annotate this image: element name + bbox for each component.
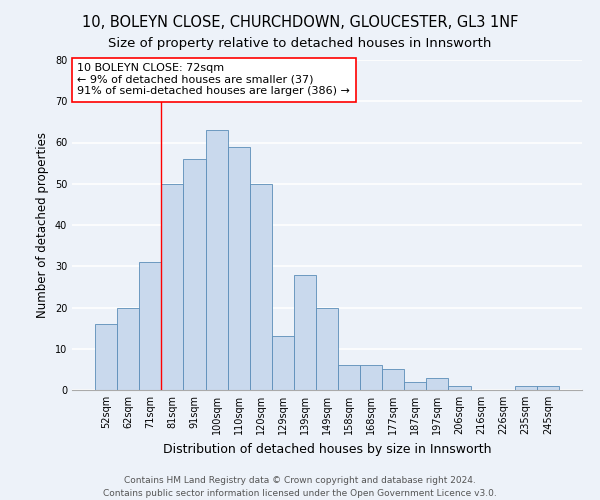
- Bar: [206, 130, 227, 390]
- Text: Contains HM Land Registry data © Crown copyright and database right 2024.
Contai: Contains HM Land Registry data © Crown c…: [103, 476, 497, 498]
- Bar: [250, 184, 272, 390]
- Bar: [537, 386, 559, 390]
- Bar: [272, 336, 294, 390]
- Bar: [139, 262, 161, 390]
- Text: 10, BOLEYN CLOSE, CHURCHDOWN, GLOUCESTER, GL3 1NF: 10, BOLEYN CLOSE, CHURCHDOWN, GLOUCESTER…: [82, 15, 518, 30]
- Bar: [515, 386, 537, 390]
- Text: 10 BOLEYN CLOSE: 72sqm
← 9% of detached houses are smaller (37)
91% of semi-deta: 10 BOLEYN CLOSE: 72sqm ← 9% of detached …: [77, 64, 350, 96]
- Bar: [448, 386, 470, 390]
- Text: Size of property relative to detached houses in Innsworth: Size of property relative to detached ho…: [109, 38, 491, 51]
- Bar: [404, 382, 427, 390]
- X-axis label: Distribution of detached houses by size in Innsworth: Distribution of detached houses by size …: [163, 442, 491, 456]
- Bar: [316, 308, 338, 390]
- Bar: [382, 370, 404, 390]
- Y-axis label: Number of detached properties: Number of detached properties: [36, 132, 49, 318]
- Bar: [294, 274, 316, 390]
- Bar: [117, 308, 139, 390]
- Bar: [427, 378, 448, 390]
- Bar: [161, 184, 184, 390]
- Bar: [227, 146, 250, 390]
- Bar: [184, 159, 206, 390]
- Bar: [338, 365, 360, 390]
- Bar: [95, 324, 117, 390]
- Bar: [360, 365, 382, 390]
